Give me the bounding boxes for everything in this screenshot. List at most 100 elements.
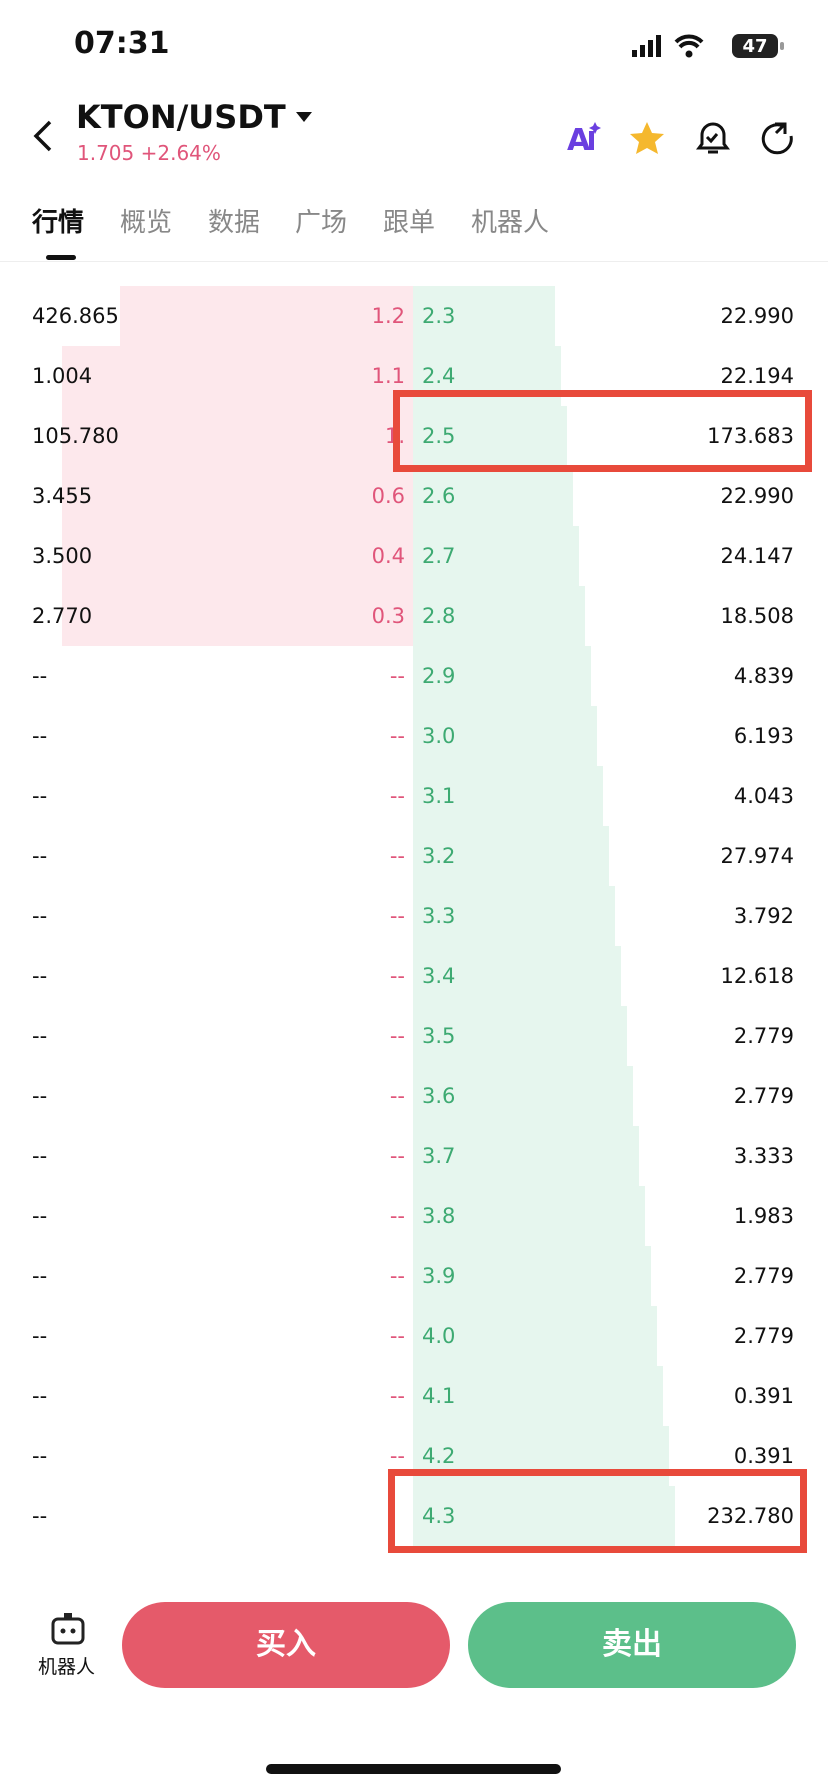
ask-depth	[413, 1006, 627, 1066]
ask-depth	[413, 766, 603, 826]
order-row: -- -- 3.3 3.792	[0, 886, 828, 946]
dropdown-caret[interactable]	[294, 110, 314, 124]
tab[interactable]: 行情	[32, 208, 85, 238]
ask-price: 3.5	[422, 1024, 456, 1048]
order-row: -- -- 3.7 3.333	[0, 1126, 828, 1186]
order-row: -- -- 2.9 4.839	[0, 646, 828, 706]
buy-button[interactable]: 买入	[122, 1602, 450, 1688]
ask-amount: 0.391	[733, 1444, 794, 1468]
order-row: 3.455 0.6 2.6 22.990	[0, 466, 828, 526]
ask-depth	[413, 946, 621, 1006]
share-icon[interactable]	[761, 122, 793, 155]
tab[interactable]: 跟单	[383, 208, 436, 238]
bid-price: 1.1	[371, 364, 405, 388]
order-row: -- -- 3.1 4.043	[0, 766, 828, 826]
bid-amount: --	[32, 1324, 48, 1348]
ask-amount: 18.508	[720, 604, 794, 628]
bid-amount: --	[32, 1024, 48, 1048]
ask-amount: 173.683	[707, 424, 794, 448]
bid-amount: --	[32, 1444, 48, 1468]
bid-price: --	[389, 1084, 405, 1108]
highlight-box	[388, 1469, 807, 1553]
bid-price: --	[389, 844, 405, 868]
ask-depth	[413, 1246, 651, 1306]
bid-price: --	[389, 1264, 405, 1288]
bid-price: 0.3	[371, 604, 405, 628]
bid-depth	[62, 526, 413, 586]
status-icons: 47	[632, 34, 784, 58]
home-indicator	[266, 1764, 561, 1774]
bid-amount: --	[32, 964, 48, 988]
order-row: 3.500 0.4 2.7 24.147	[0, 526, 828, 586]
bid-price: --	[389, 1204, 405, 1228]
highlight-box	[393, 390, 812, 472]
star-icon[interactable]	[630, 122, 664, 154]
bid-amount: --	[32, 904, 48, 928]
bid-price: --	[389, 1384, 405, 1408]
order-row: -- -- 3.8 1.983	[0, 1186, 828, 1246]
ask-depth	[413, 526, 579, 586]
status-time: 07:31	[74, 26, 170, 61]
ask-price: 3.3	[422, 904, 456, 928]
tab[interactable]: 数据	[208, 208, 261, 238]
battery: 47	[742, 36, 767, 57]
bid-amount: 1.004	[32, 364, 93, 388]
bid-price: --	[389, 964, 405, 988]
order-row: -- -- 4.0 2.779	[0, 1306, 828, 1366]
ask-amount: 22.990	[720, 304, 794, 328]
ask-price: 2.7	[422, 544, 456, 568]
ask-price: 2.9	[422, 664, 456, 688]
ask-price: 3.6	[422, 1084, 456, 1108]
bell-icon[interactable]	[696, 122, 730, 154]
ask-depth	[413, 826, 609, 886]
bid-price: --	[389, 1024, 405, 1048]
order-row: -- -- 4.2 0.391	[0, 1426, 828, 1486]
tab[interactable]: 机器人	[471, 208, 550, 238]
ask-amount: 4.043	[733, 784, 794, 808]
ask-price: 3.4	[422, 964, 456, 988]
ask-amount: 232.780	[707, 1504, 794, 1528]
ask-amount: 2.779	[733, 1264, 794, 1288]
robot-label[interactable]: 机器人	[38, 1656, 96, 1678]
ask-depth	[413, 406, 567, 466]
bid-depth	[120, 286, 413, 346]
ask-amount: 27.974	[720, 844, 794, 868]
tab[interactable]: 广场	[295, 208, 348, 238]
order-row: -- 4.3 232.780	[0, 1486, 828, 1546]
tab-indicator	[46, 255, 76, 260]
ask-depth	[413, 466, 573, 526]
ask-price: 2.4	[422, 364, 456, 388]
back-button[interactable]	[30, 118, 60, 154]
ask-amount: 4.839	[733, 664, 794, 688]
tab[interactable]: 概览	[120, 208, 173, 238]
bid-depth	[62, 586, 413, 646]
bid-price: 0.4	[371, 544, 405, 568]
ask-price: 2.5	[422, 424, 456, 448]
ask-depth	[413, 1066, 633, 1126]
ask-price: 3.0	[422, 724, 456, 748]
bid-price: 1.2	[371, 304, 405, 328]
bid-price: --	[389, 1324, 405, 1348]
pair-title[interactable]: KTON/USDT	[76, 98, 286, 136]
order-row: -- -- 3.0 6.193	[0, 706, 828, 766]
bid-amount: 426.865	[32, 304, 119, 328]
divider	[0, 261, 828, 262]
bid-price: --	[389, 904, 405, 928]
ask-price: 4.0	[422, 1324, 456, 1348]
bid-amount: --	[32, 664, 48, 688]
sell-button[interactable]: 卖出	[468, 1602, 796, 1688]
robot-icon[interactable]	[50, 1612, 86, 1646]
ask-depth	[413, 1126, 639, 1186]
bid-depth	[62, 406, 413, 466]
order-row: 105.780 1. 2.5 173.683	[0, 406, 828, 466]
bid-amount: 105.780	[32, 424, 119, 448]
order-row: 426.865 1.2 2.3 22.990	[0, 286, 828, 346]
ask-amount: 0.391	[733, 1384, 794, 1408]
ask-amount: 3.792	[733, 904, 794, 928]
ai-icon[interactable]: A	[567, 123, 591, 158]
bid-amount: --	[32, 1264, 48, 1288]
ask-price: 4.2	[422, 1444, 456, 1468]
order-row: -- -- 3.2 27.974	[0, 826, 828, 886]
ask-amount: 3.333	[733, 1144, 794, 1168]
